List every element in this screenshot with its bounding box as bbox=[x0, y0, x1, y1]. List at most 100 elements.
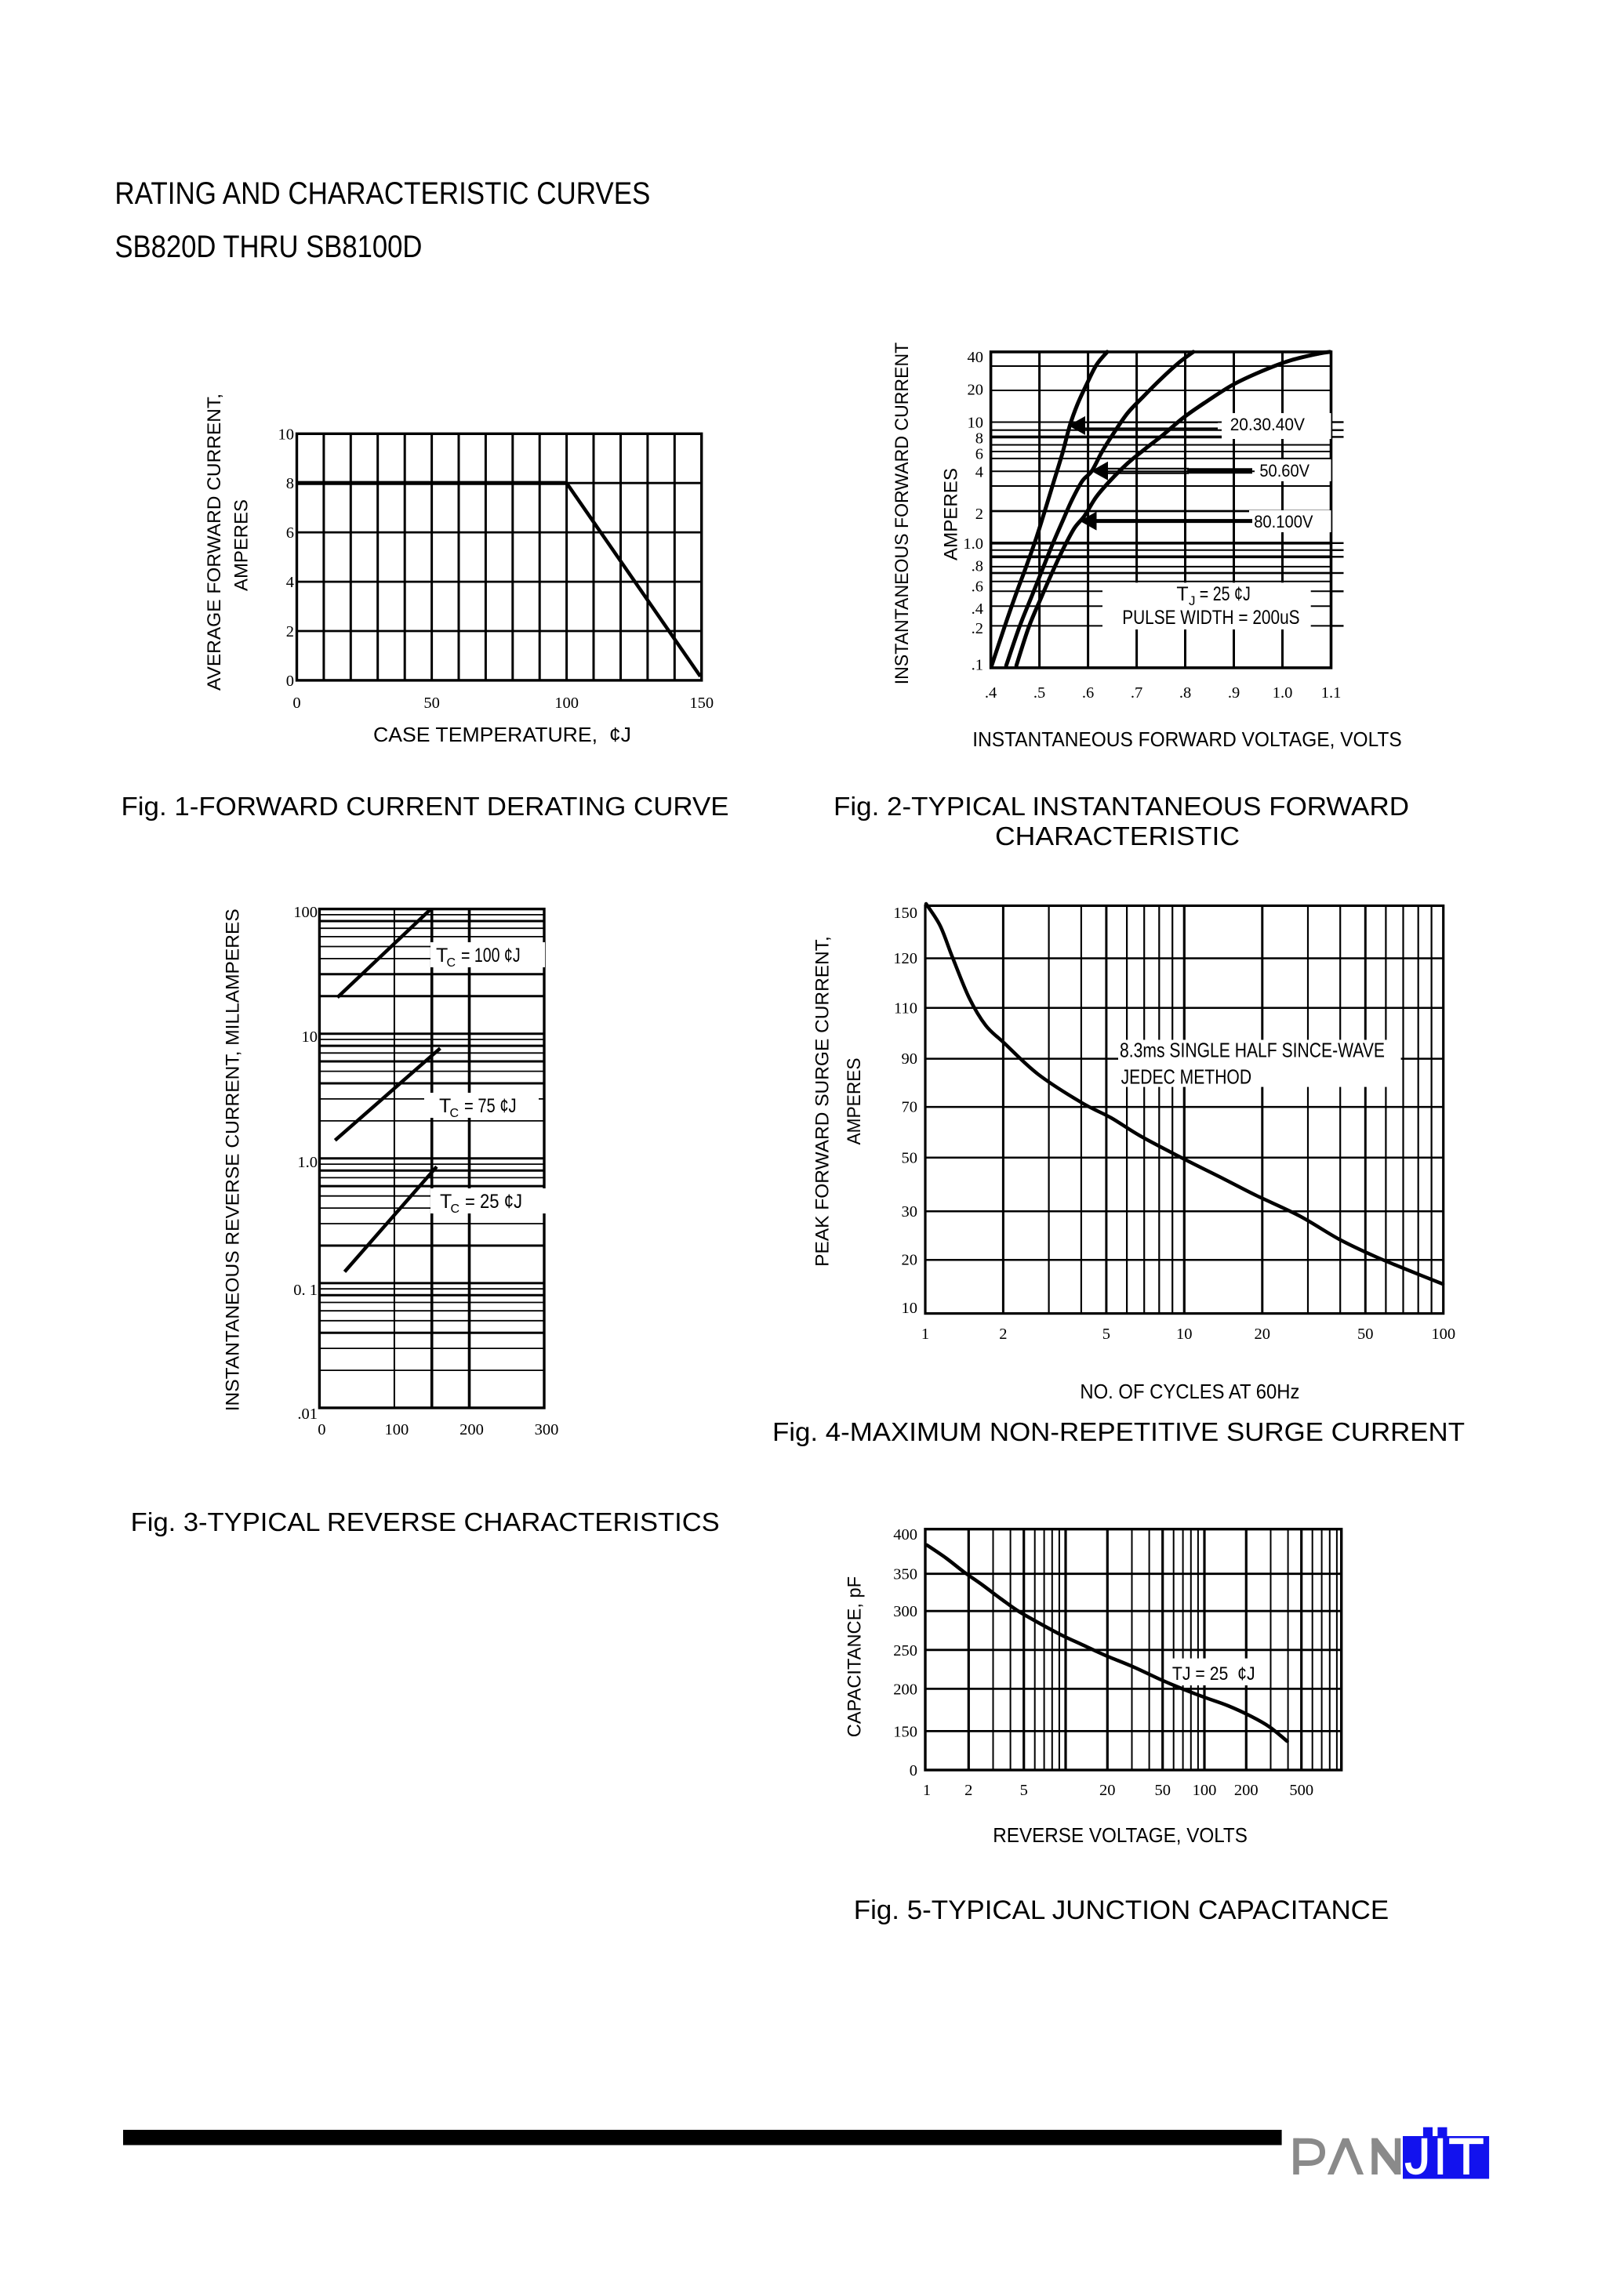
svg-text:50.60V: 50.60V bbox=[1259, 461, 1309, 481]
svg-text:C: C bbox=[450, 1107, 459, 1120]
svg-text:= 25 ¢J: = 25 ¢J bbox=[465, 1191, 522, 1213]
svg-text:120: 120 bbox=[893, 950, 917, 967]
svg-text:50: 50 bbox=[423, 695, 440, 712]
svg-text:C: C bbox=[451, 1202, 460, 1216]
svg-text:CAPACITANCE, pF: CAPACITANCE, pF bbox=[845, 1576, 866, 1737]
svg-text:.6: .6 bbox=[1082, 684, 1094, 702]
svg-text:50: 50 bbox=[1154, 1782, 1171, 1799]
svg-text:50: 50 bbox=[1357, 1326, 1374, 1343]
svg-text:.8: .8 bbox=[1179, 684, 1191, 702]
svg-text:.01: .01 bbox=[297, 1406, 318, 1423]
svg-text:1.0: 1.0 bbox=[1273, 684, 1293, 702]
svg-text:T: T bbox=[440, 1191, 452, 1213]
svg-text:.4: .4 bbox=[985, 684, 997, 702]
svg-text:T: T bbox=[436, 945, 448, 967]
svg-text:1: 1 bbox=[923, 1782, 931, 1799]
svg-text:Fig. 2-TYPICAL INSTANTANEOUS F: Fig. 2-TYPICAL INSTANTANEOUS FORWARD bbox=[834, 792, 1409, 821]
svg-text:0: 0 bbox=[292, 695, 300, 712]
svg-text:30: 30 bbox=[902, 1203, 918, 1221]
svg-text:8: 8 bbox=[286, 475, 294, 492]
svg-text:= 75 ¢J: = 75 ¢J bbox=[464, 1095, 517, 1117]
svg-text:8.3ms SINGLE HALF SINCE-WAVE: 8.3ms SINGLE HALF SINCE-WAVE bbox=[1120, 1039, 1385, 1062]
svg-text:2: 2 bbox=[286, 623, 294, 640]
svg-text:20: 20 bbox=[1255, 1326, 1271, 1343]
svg-text:CASE TEMPERATURE, ¢J: CASE TEMPERATURE, ¢J bbox=[373, 723, 631, 746]
svg-text:350: 350 bbox=[893, 1566, 917, 1583]
svg-text:1.1: 1.1 bbox=[1321, 684, 1342, 702]
svg-text:150: 150 bbox=[689, 695, 714, 712]
svg-text:5: 5 bbox=[1020, 1782, 1028, 1799]
svg-text:.4: .4 bbox=[972, 600, 983, 618]
svg-text:INSTANTANEOUS REVERSE CURRENT,: INSTANTANEOUS REVERSE CURRENT, MILLAMPER… bbox=[223, 909, 244, 1411]
svg-text:250: 250 bbox=[893, 1642, 917, 1659]
svg-text:10: 10 bbox=[302, 1028, 318, 1046]
svg-text:300: 300 bbox=[893, 1603, 917, 1620]
svg-text:RATING AND CHARACTERISTIC CURV: RATING AND CHARACTERISTIC CURVES bbox=[114, 176, 650, 211]
svg-text:.8: .8 bbox=[972, 558, 983, 575]
svg-text:300: 300 bbox=[535, 1421, 559, 1438]
svg-text:150: 150 bbox=[893, 905, 917, 922]
svg-text:.7: .7 bbox=[1131, 684, 1142, 702]
svg-text:= 25 ¢J: = 25 ¢J bbox=[1200, 583, 1251, 605]
svg-text:50: 50 bbox=[902, 1149, 918, 1166]
svg-text:T: T bbox=[1176, 583, 1188, 605]
svg-text:2: 2 bbox=[999, 1326, 1007, 1343]
svg-text:10: 10 bbox=[902, 1300, 918, 1317]
svg-text:20: 20 bbox=[1099, 1782, 1116, 1799]
svg-text:200: 200 bbox=[1234, 1782, 1259, 1799]
svg-text:.9: .9 bbox=[1228, 684, 1240, 702]
svg-text:T: T bbox=[439, 1095, 451, 1117]
svg-text:1: 1 bbox=[921, 1326, 929, 1343]
svg-text:AVERAGE FORWARD CURRENT,: AVERAGE FORWARD CURRENT, bbox=[204, 394, 225, 691]
svg-text:100: 100 bbox=[1193, 1782, 1217, 1799]
svg-text:0: 0 bbox=[910, 1762, 917, 1779]
svg-text:1.0: 1.0 bbox=[963, 535, 983, 553]
svg-text:AMPERES: AMPERES bbox=[941, 468, 962, 560]
svg-text:200: 200 bbox=[893, 1681, 917, 1698]
svg-text:150: 150 bbox=[893, 1723, 917, 1740]
svg-text:400: 400 bbox=[893, 1526, 917, 1543]
svg-text:0. 1: 0. 1 bbox=[293, 1282, 318, 1299]
svg-text:110: 110 bbox=[894, 999, 917, 1017]
svg-text:100: 100 bbox=[385, 1421, 409, 1438]
svg-text:80.100V: 80.100V bbox=[1254, 512, 1313, 531]
svg-text:Fig. 1-FORWARD CURRENT DERATIN: Fig. 1-FORWARD CURRENT DERATING CURVE bbox=[122, 792, 729, 821]
svg-text:.5: .5 bbox=[1033, 684, 1045, 702]
svg-text:INSTANTANEOUS FORWARD VOLTAGE,: INSTANTANEOUS FORWARD VOLTAGE, VOLTS bbox=[972, 727, 1401, 751]
svg-text:1.0: 1.0 bbox=[297, 1154, 318, 1171]
svg-text:100: 100 bbox=[293, 904, 318, 921]
svg-text:INSTANTANEOUS FORWARD CURRENT: INSTANTANEOUS FORWARD CURRENT bbox=[892, 342, 913, 684]
svg-text:500: 500 bbox=[1289, 1782, 1313, 1799]
svg-text:10: 10 bbox=[278, 426, 295, 443]
svg-text:PEAK FORWARD SURGE CURRENT,: PEAK FORWARD SURGE CURRENT, bbox=[812, 936, 834, 1267]
svg-text:.2: .2 bbox=[972, 620, 983, 637]
svg-text:100: 100 bbox=[1431, 1326, 1455, 1343]
svg-text:5: 5 bbox=[1102, 1326, 1110, 1343]
svg-text:Fig. 5-TYPICAL JUNCTION CAPACI: Fig. 5-TYPICAL JUNCTION CAPACITANCE bbox=[854, 1895, 1389, 1925]
svg-text:Fig. 3-TYPICAL REVERSE CHARACT: Fig. 3-TYPICAL REVERSE CHARACTERISTICS bbox=[131, 1507, 720, 1536]
svg-text:20: 20 bbox=[968, 382, 984, 399]
svg-text:2: 2 bbox=[975, 506, 983, 523]
svg-text:0: 0 bbox=[286, 673, 294, 690]
svg-text:AMPERES: AMPERES bbox=[231, 499, 252, 591]
svg-text:10: 10 bbox=[968, 414, 984, 431]
svg-text:20.30.40V: 20.30.40V bbox=[1230, 415, 1306, 434]
svg-text:PULSE WIDTH = 200uS: PULSE WIDTH = 200uS bbox=[1122, 607, 1299, 629]
svg-text:REVERSE VOLTAGE, VOLTS: REVERSE VOLTAGE, VOLTS bbox=[993, 1823, 1248, 1847]
svg-text:6: 6 bbox=[286, 524, 294, 542]
svg-text:AMPERES: AMPERES bbox=[844, 1058, 865, 1145]
svg-text:.6: .6 bbox=[972, 578, 983, 595]
svg-text:NO. OF CYCLES AT 60Hz: NO. OF CYCLES AT 60Hz bbox=[1080, 1380, 1299, 1403]
svg-text:J: J bbox=[1189, 593, 1196, 608]
svg-text:2: 2 bbox=[964, 1782, 972, 1799]
svg-text:200: 200 bbox=[459, 1421, 484, 1438]
svg-text:20: 20 bbox=[902, 1252, 918, 1269]
svg-text:JEDEC METHOD: JEDEC METHOD bbox=[1121, 1065, 1252, 1089]
svg-text:SB820D THRU SB8100D: SB820D THRU SB8100D bbox=[114, 230, 422, 264]
svg-text:TJ = 25 ¢J: TJ = 25 ¢J bbox=[1172, 1663, 1255, 1685]
svg-text:CHARACTERISTIC: CHARACTERISTIC bbox=[995, 822, 1240, 851]
svg-text:10: 10 bbox=[1176, 1326, 1193, 1343]
svg-text:6: 6 bbox=[975, 445, 983, 462]
svg-text:90: 90 bbox=[902, 1050, 918, 1068]
svg-text:8: 8 bbox=[975, 430, 983, 448]
